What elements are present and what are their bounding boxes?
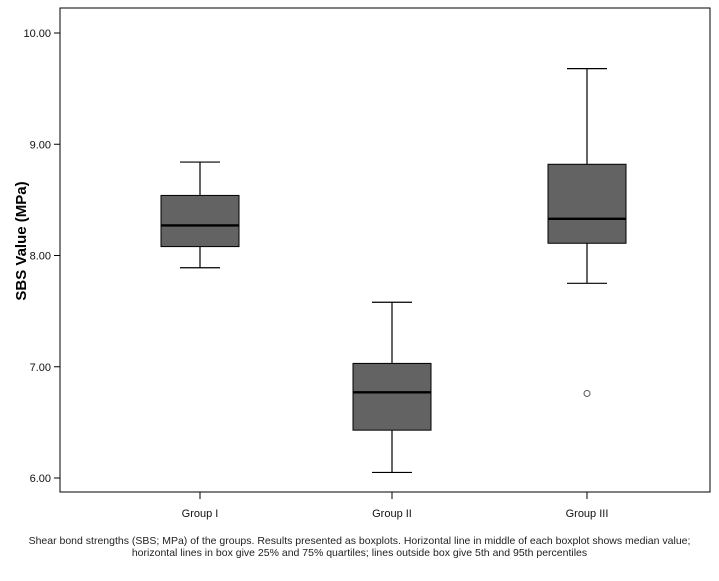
iqr-box [352, 362, 432, 431]
plot-border [59, 7, 711, 493]
box-series [160, 67, 627, 474]
x-tick-label: Group III [566, 508, 609, 520]
iqr-box [160, 194, 240, 248]
y-tick-label: 10.00 [23, 28, 51, 40]
y-tick-label: 9.00 [30, 139, 51, 151]
plot-frame [59, 7, 711, 493]
iqr-box [547, 163, 627, 244]
figure-caption: Shear bond strengths (SBS; MPa) of the g… [28, 535, 691, 559]
box-group [547, 67, 627, 397]
y-axis: 6.00 7.00 8.00 9.00 10.00 [23, 28, 60, 485]
y-tick-label: 8.00 [30, 251, 51, 263]
box-group [352, 301, 432, 474]
box-group [160, 161, 240, 269]
x-tick-label: Group I [182, 508, 219, 520]
y-tick-label: 6.00 [30, 473, 51, 485]
y-axis-label: SBS Value (MPa) [13, 181, 30, 300]
x-tick-label: Group II [372, 508, 412, 520]
y-tick-label: 7.00 [30, 362, 51, 374]
x-axis: Group I Group II Group III [182, 492, 609, 520]
outlier-point [583, 389, 591, 397]
